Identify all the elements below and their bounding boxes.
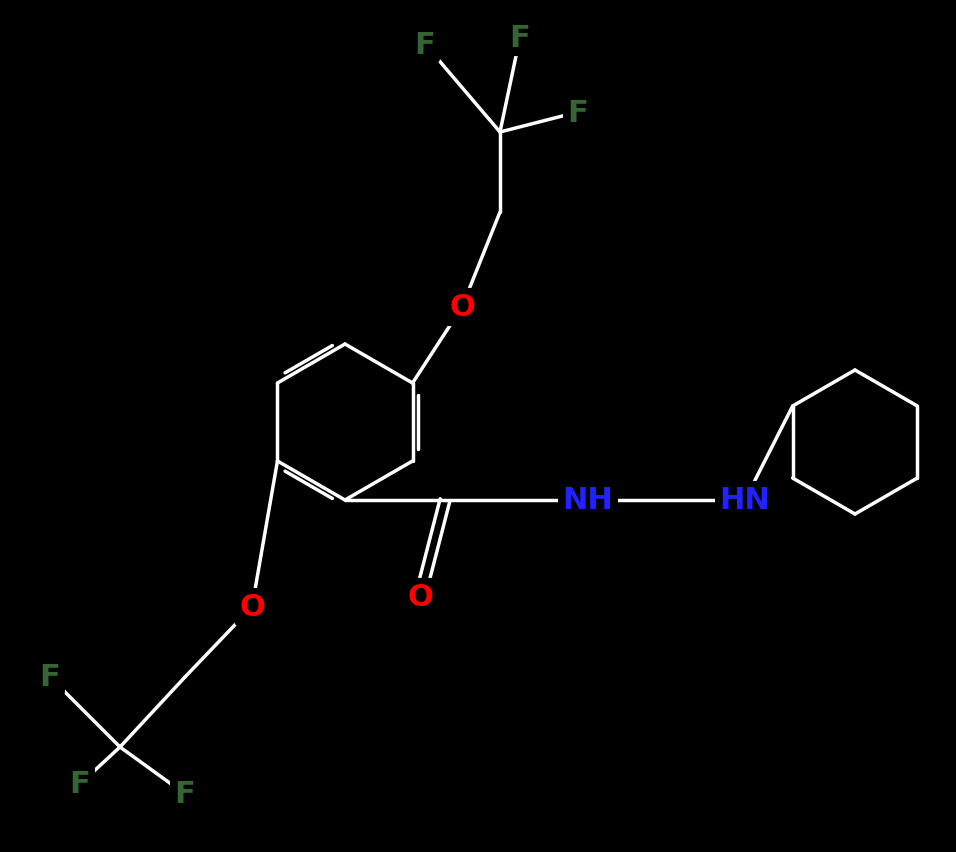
Text: HN: HN [720, 486, 771, 515]
Text: O: O [239, 593, 265, 622]
Text: F: F [415, 31, 435, 60]
Text: O: O [449, 293, 475, 322]
Text: F: F [70, 769, 91, 798]
Text: F: F [175, 780, 195, 809]
Text: NH: NH [563, 486, 614, 515]
Text: F: F [568, 98, 588, 127]
Text: F: F [510, 24, 531, 53]
Text: F: F [39, 663, 60, 692]
Text: O: O [407, 583, 433, 612]
